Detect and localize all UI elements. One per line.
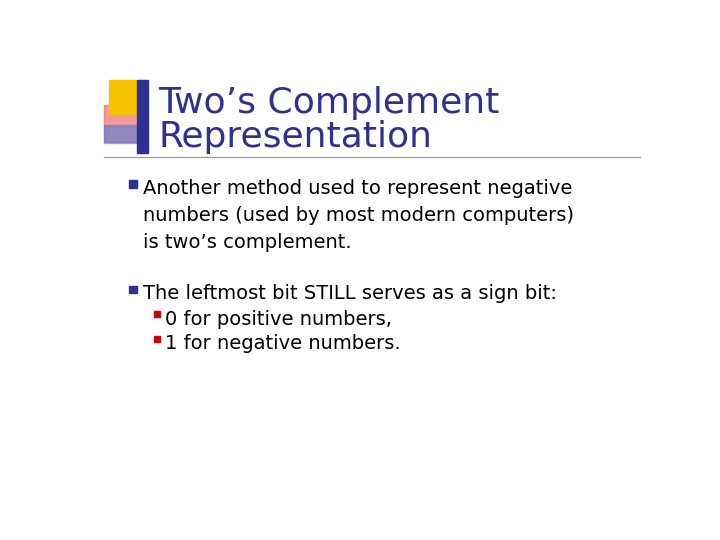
Text: 1 for negative numbers.: 1 for negative numbers. (165, 334, 401, 353)
Text: 0 for positive numbers,: 0 for positive numbers, (165, 309, 392, 329)
Bar (153, 336, 160, 342)
Text: Two’s Complement: Two’s Complement (158, 86, 500, 120)
Bar (129, 180, 137, 188)
Bar (104, 105, 141, 143)
Text: Representation: Representation (158, 120, 432, 154)
Bar (153, 311, 160, 318)
Bar (137, 80, 148, 153)
Bar (129, 286, 137, 294)
Bar (109, 80, 143, 114)
Bar (104, 125, 139, 142)
Text: Another method used to represent negative
numbers (used by most modern computers: Another method used to represent negativ… (143, 179, 574, 252)
Text: The leftmost bit STILL serves as a sign bit:: The leftmost bit STILL serves as a sign … (143, 284, 557, 303)
